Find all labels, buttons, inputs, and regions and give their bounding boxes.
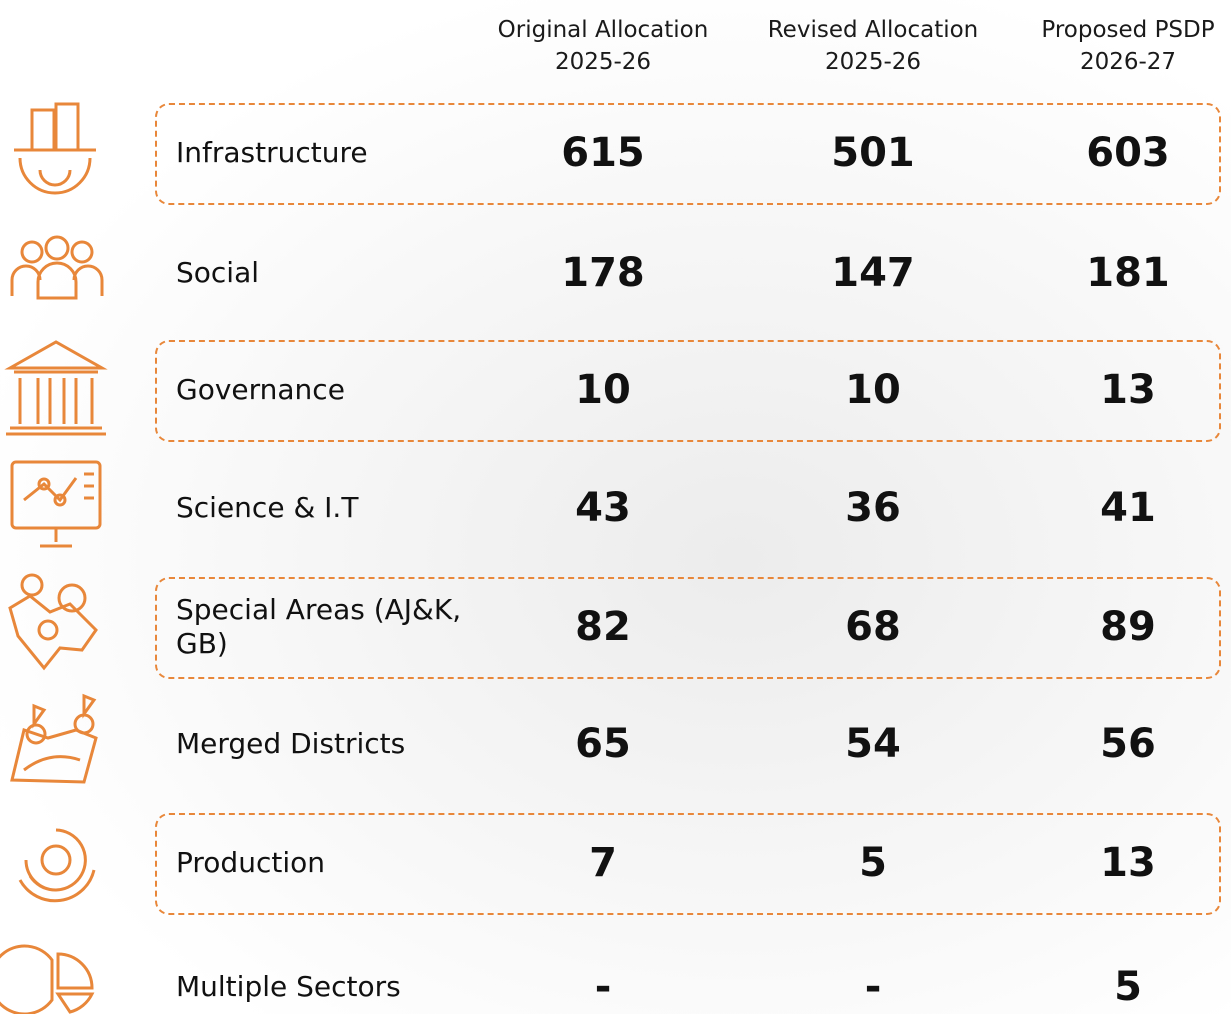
row-value: 43 bbox=[575, 485, 631, 531]
row-value: 7 bbox=[589, 840, 617, 886]
row-label: Multiple Sectors bbox=[176, 970, 401, 1003]
production-icon bbox=[18, 828, 96, 903]
header-title: Proposed PSDP bbox=[1041, 17, 1215, 43]
column-header: Original Allocation 2025-26 bbox=[463, 14, 743, 78]
science-icon bbox=[10, 460, 102, 548]
row-highlight bbox=[155, 577, 1221, 679]
row-label: Science & I.T bbox=[176, 491, 359, 524]
row-value: 54 bbox=[845, 721, 901, 767]
column-header: Proposed PSDP 2026-27 bbox=[988, 14, 1231, 78]
row-value: 82 bbox=[575, 604, 631, 650]
row-value: 615 bbox=[561, 130, 645, 176]
row-value: - bbox=[864, 964, 882, 1010]
row-value: 36 bbox=[845, 485, 901, 531]
multiple-sectors-icon bbox=[0, 944, 95, 1014]
row-highlight bbox=[155, 103, 1221, 205]
header-title: Original Allocation bbox=[497, 17, 709, 43]
column-header: Revised Allocation 2025-26 bbox=[733, 14, 1013, 78]
row-value: 68 bbox=[845, 604, 901, 650]
header-year: 2025-26 bbox=[824, 49, 922, 75]
row-highlight bbox=[155, 340, 1221, 442]
social-icon bbox=[10, 235, 104, 300]
row-value: 89 bbox=[1100, 604, 1156, 650]
row-value: 10 bbox=[845, 367, 901, 413]
row-value: 501 bbox=[831, 130, 915, 176]
row-value: 5 bbox=[859, 840, 887, 886]
row-value: 10 bbox=[575, 367, 631, 413]
header-year: 2025-26 bbox=[554, 49, 652, 75]
icons bbox=[0, 102, 108, 1014]
row-value: 65 bbox=[575, 721, 631, 767]
row-value: - bbox=[594, 964, 612, 1010]
row-value: 5 bbox=[1114, 964, 1142, 1010]
header-year: 2026-27 bbox=[1079, 49, 1177, 75]
row-value: 41 bbox=[1100, 485, 1156, 531]
row-value: 147 bbox=[831, 250, 915, 296]
infrastructure-icon bbox=[14, 102, 96, 195]
row-label: Social bbox=[176, 256, 260, 289]
merged-districts-icon bbox=[10, 693, 98, 784]
governance-icon bbox=[4, 340, 108, 436]
row-highlight bbox=[155, 813, 1221, 915]
row-label: Merged Districts bbox=[176, 727, 406, 760]
header-title: Revised Allocation bbox=[767, 17, 979, 43]
special-areas-icon bbox=[8, 573, 98, 671]
row-label: Production bbox=[176, 846, 325, 879]
row-value: 56 bbox=[1100, 721, 1156, 767]
row-label: Special Areas (AJ&K, GB) bbox=[176, 593, 462, 660]
row-label: Infrastructure bbox=[176, 136, 368, 169]
row-value: 13 bbox=[1100, 840, 1156, 886]
row-label: Governance bbox=[176, 373, 345, 406]
row-value: 178 bbox=[561, 250, 645, 296]
row-value: 603 bbox=[1086, 130, 1170, 176]
row-value: 181 bbox=[1086, 250, 1170, 296]
row-value: 13 bbox=[1100, 367, 1156, 413]
